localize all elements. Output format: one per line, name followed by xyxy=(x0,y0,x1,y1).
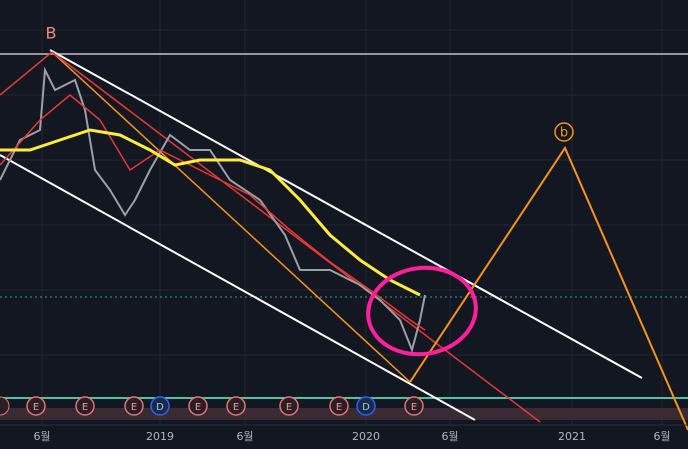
event-badge xyxy=(26,396,46,416)
moving-average xyxy=(0,94,426,331)
x-tick-label: 6월 xyxy=(33,430,50,443)
event-label: D xyxy=(156,402,164,413)
wave-label: B xyxy=(46,24,57,43)
x-tick-label: 2019 xyxy=(146,430,174,443)
x-tick-label: 2020 xyxy=(352,430,380,443)
event-badge xyxy=(188,396,208,416)
event-badge xyxy=(226,396,246,416)
wave-label: b xyxy=(560,126,568,141)
projection xyxy=(409,145,688,431)
x-tick-label: 2021 xyxy=(558,430,586,443)
grid xyxy=(0,0,688,425)
event-label: E xyxy=(233,402,239,413)
moving-average xyxy=(0,128,421,297)
event-badge xyxy=(356,396,376,416)
wave-line xyxy=(0,51,53,96)
event-label: E xyxy=(131,402,137,413)
x-tick-label: 6월 xyxy=(653,430,670,443)
channel-upper xyxy=(49,49,643,379)
event-label: E xyxy=(336,402,342,413)
event-badge xyxy=(150,396,170,416)
event-label: D xyxy=(362,402,370,413)
event-badge xyxy=(0,396,10,416)
price xyxy=(0,66,426,354)
wave-badge xyxy=(554,122,574,142)
x-tick-label: 6월 xyxy=(441,430,458,443)
x-tick-label: 6월 xyxy=(236,430,253,443)
fan-line xyxy=(51,51,411,383)
event-label: E xyxy=(195,402,201,413)
event-label: E xyxy=(411,402,417,413)
event-label: E xyxy=(82,402,88,413)
highlight-circle xyxy=(366,265,478,357)
event-label: E xyxy=(33,402,39,413)
event-badge xyxy=(124,396,144,416)
event-badge xyxy=(75,396,95,416)
channel-lower xyxy=(0,154,476,421)
event-badge xyxy=(279,396,299,416)
fan-line xyxy=(51,51,541,423)
event-badge xyxy=(329,396,349,416)
event-badge xyxy=(404,396,424,416)
event-label: E xyxy=(286,402,292,413)
